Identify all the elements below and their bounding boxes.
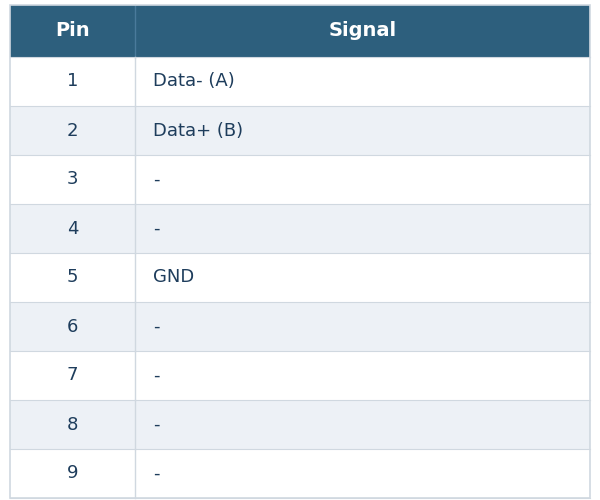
Text: 2: 2 [67,122,78,140]
Text: -: - [152,464,159,482]
Text: -: - [152,170,159,188]
Bar [10,302,590,351]
Text: -: - [152,220,159,238]
Bar [10,106,590,155]
Text: 4: 4 [67,220,78,238]
Bar [10,5,590,57]
Text: Data- (A): Data- (A) [152,72,235,90]
Text: -: - [152,318,159,336]
Bar [10,204,590,253]
Text: 1: 1 [67,72,78,90]
Text: 9: 9 [67,464,78,482]
Bar [10,57,590,106]
Text: GND: GND [152,268,194,286]
Text: Signal: Signal [328,22,397,40]
Bar [10,400,590,449]
Text: -: - [152,366,159,384]
Bar [10,253,590,302]
Text: 5: 5 [67,268,78,286]
Bar [10,449,590,498]
Text: 3: 3 [67,170,78,188]
Text: 7: 7 [67,366,78,384]
Text: 8: 8 [67,416,78,434]
Text: -: - [152,416,159,434]
Text: Pin: Pin [55,22,89,40]
Bar [10,155,590,204]
Text: 6: 6 [67,318,78,336]
Bar [10,351,590,400]
Text: Data+ (B): Data+ (B) [152,122,243,140]
